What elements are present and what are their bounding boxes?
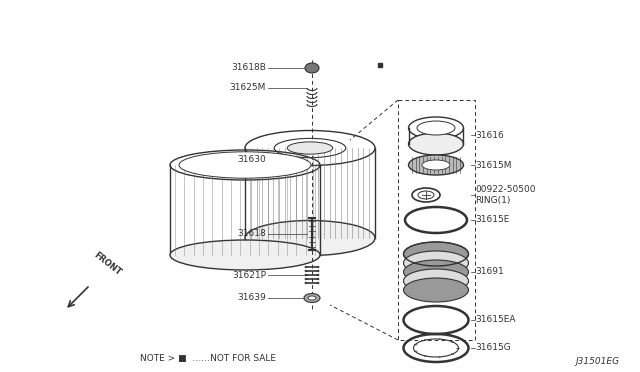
Ellipse shape: [408, 133, 463, 155]
Ellipse shape: [287, 142, 333, 154]
Text: 31621P: 31621P: [232, 270, 266, 279]
Ellipse shape: [170, 240, 320, 270]
Text: 31630: 31630: [237, 155, 266, 164]
Ellipse shape: [179, 152, 311, 178]
Ellipse shape: [408, 155, 463, 175]
Ellipse shape: [417, 121, 455, 135]
Text: 31639: 31639: [237, 294, 266, 302]
Ellipse shape: [422, 160, 450, 170]
Ellipse shape: [304, 294, 320, 302]
Text: FRONT: FRONT: [92, 250, 123, 277]
Text: 31625M: 31625M: [230, 83, 266, 93]
Text: 31616: 31616: [475, 131, 504, 140]
Ellipse shape: [403, 251, 468, 275]
Text: 00922-50500
RING(1): 00922-50500 RING(1): [475, 185, 536, 205]
Text: 31615G: 31615G: [475, 343, 511, 353]
Ellipse shape: [403, 260, 468, 284]
Ellipse shape: [403, 242, 468, 266]
Text: 31618B: 31618B: [231, 64, 266, 73]
Text: NOTE > ■  ……NOT FOR SALE: NOTE > ■ ……NOT FOR SALE: [140, 353, 276, 362]
Ellipse shape: [245, 221, 375, 256]
Ellipse shape: [305, 63, 319, 73]
Text: 31691: 31691: [475, 267, 504, 276]
Ellipse shape: [403, 269, 468, 293]
Text: 31618: 31618: [237, 230, 266, 238]
Text: J31501EG: J31501EG: [576, 357, 620, 366]
Text: 31615E: 31615E: [475, 215, 509, 224]
Ellipse shape: [403, 278, 468, 302]
Ellipse shape: [308, 296, 316, 300]
Text: 31615M: 31615M: [475, 160, 511, 170]
Text: 31615EA: 31615EA: [475, 315, 515, 324]
